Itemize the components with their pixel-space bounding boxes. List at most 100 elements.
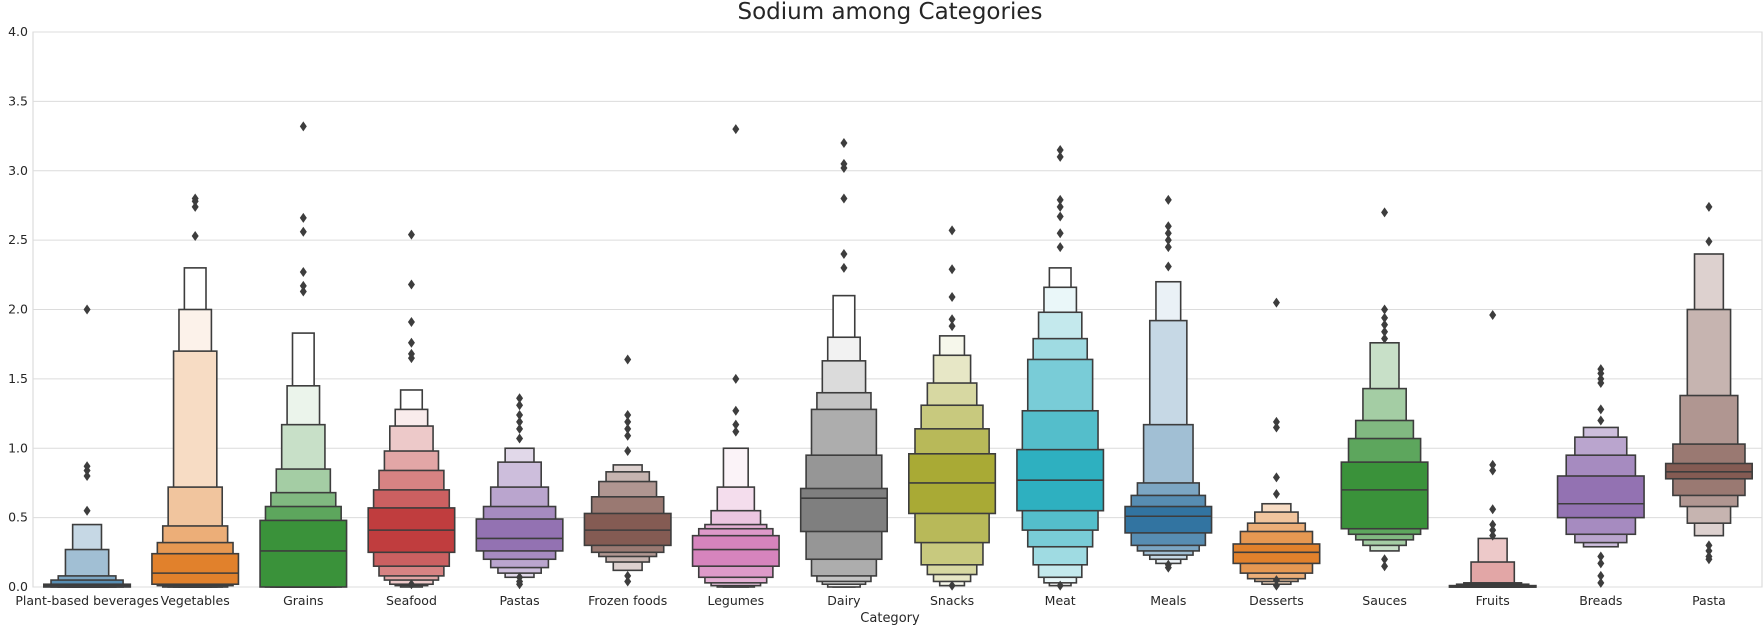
- outlier-point: [1489, 530, 1497, 541]
- y-axis: 0.0 0.5 1.0 1.5 2.0 2.5 3.0 3.5 4.0: [8, 24, 28, 594]
- outlier-point: [299, 267, 307, 278]
- outlier-point: [1489, 459, 1497, 470]
- outlier-point: [407, 348, 415, 359]
- box-level: [1124, 505, 1213, 534]
- outlier-point: [1056, 151, 1064, 162]
- box-group: [908, 225, 997, 591]
- outlier-point: [1381, 326, 1389, 337]
- x-tick-label: Dairy: [827, 593, 861, 608]
- outlier-point: [840, 193, 848, 204]
- outlier-point: [407, 316, 415, 327]
- outlier-point: [516, 416, 524, 427]
- box-level: [151, 552, 240, 586]
- outlier-point: [1272, 575, 1280, 586]
- outlier-point: [1597, 570, 1605, 581]
- outlier-point: [1272, 297, 1280, 308]
- y-tick-label: 2.5: [8, 232, 28, 247]
- outlier-point: [83, 471, 91, 481]
- box-group: [151, 193, 240, 588]
- outlier-point: [1597, 415, 1605, 426]
- box-group: [475, 393, 564, 590]
- outlier-point: [1056, 242, 1064, 253]
- outlier-point: [516, 393, 524, 404]
- outlier-point: [840, 158, 848, 169]
- y-tick-label: 3.0: [8, 163, 28, 178]
- outlier-point: [624, 354, 632, 365]
- outlier-point: [1056, 228, 1064, 239]
- outlier-point: [299, 121, 307, 132]
- box-level: [691, 534, 780, 567]
- outlier-point: [1705, 540, 1713, 551]
- x-tick-label: Snacks: [930, 593, 974, 608]
- outlier-point: [732, 426, 740, 437]
- outlier-point: [1164, 261, 1172, 272]
- outlier-point: [1381, 207, 1389, 218]
- y-tick-label: 3.5: [8, 93, 28, 108]
- outlier-point: [516, 409, 524, 420]
- outlier-point: [1489, 310, 1497, 321]
- box-level: [475, 518, 564, 552]
- x-tick-label: Meat: [1045, 593, 1076, 608]
- box-group: [43, 304, 132, 588]
- outlier-point: [191, 230, 199, 241]
- boxen-series: [43, 121, 1753, 591]
- y-tick-label: 0.0: [8, 579, 28, 594]
- box-level: [259, 519, 348, 588]
- outlier-point: [191, 193, 199, 204]
- outlier-point: [624, 423, 632, 434]
- outlier-point: [1272, 416, 1280, 427]
- box-group: [259, 121, 348, 588]
- box-group: [1556, 364, 1645, 588]
- box-group: [1664, 201, 1753, 565]
- outlier-point: [83, 461, 91, 472]
- outlier-point: [191, 201, 199, 212]
- outlier-point: [1272, 422, 1280, 433]
- outlier-point: [1381, 561, 1389, 572]
- box-group: [1340, 207, 1429, 572]
- outlier-point: [948, 321, 956, 332]
- outlier-point: [1381, 319, 1389, 330]
- outlier-point: [407, 279, 415, 290]
- x-axis-label: Category: [860, 611, 920, 626]
- outlier-point: [1164, 235, 1172, 246]
- x-tick-label: Fruits: [1476, 593, 1510, 608]
- box-group: [1124, 194, 1213, 573]
- outlier-point: [1056, 194, 1064, 205]
- outlier-point: [1597, 558, 1605, 569]
- outlier-point: [624, 409, 632, 420]
- outlier-point: [1164, 221, 1172, 232]
- outlier-point: [1056, 201, 1064, 212]
- outlier-point: [1381, 312, 1389, 323]
- x-tick-label: Pasta: [1692, 593, 1726, 608]
- x-tick-label: Vegetables: [161, 593, 230, 608]
- outlier-point: [624, 570, 632, 581]
- outlier-point: [516, 572, 524, 583]
- x-tick-label: Sauces: [1362, 593, 1407, 608]
- box-level: [1556, 475, 1645, 519]
- x-tick-label: Plant-based beverages: [15, 593, 158, 608]
- box-group: [799, 138, 888, 588]
- outlier-point: [299, 280, 307, 291]
- y-tick-label: 2.0: [8, 302, 28, 317]
- outlier-point: [624, 576, 632, 587]
- outlier-point: [732, 124, 740, 135]
- outlier-point: [948, 314, 956, 325]
- outlier-point: [1272, 472, 1280, 483]
- box-level: [1340, 461, 1429, 530]
- outlier-point: [1705, 545, 1713, 556]
- box-level: [1232, 543, 1321, 565]
- outlier-point: [516, 400, 524, 411]
- outlier-point: [83, 505, 91, 516]
- outlier-point: [1597, 364, 1605, 375]
- y-tick-label: 1.0: [8, 440, 28, 455]
- outlier-point: [516, 423, 524, 434]
- outlier-point: [1056, 144, 1064, 155]
- box-level: [799, 487, 888, 533]
- y-tick-label: 4.0: [8, 24, 28, 39]
- box-group: [1448, 310, 1537, 588]
- outlier-point: [948, 264, 956, 275]
- outlier-point: [732, 419, 740, 430]
- outlier-point: [1272, 580, 1280, 591]
- outlier-point: [624, 430, 632, 441]
